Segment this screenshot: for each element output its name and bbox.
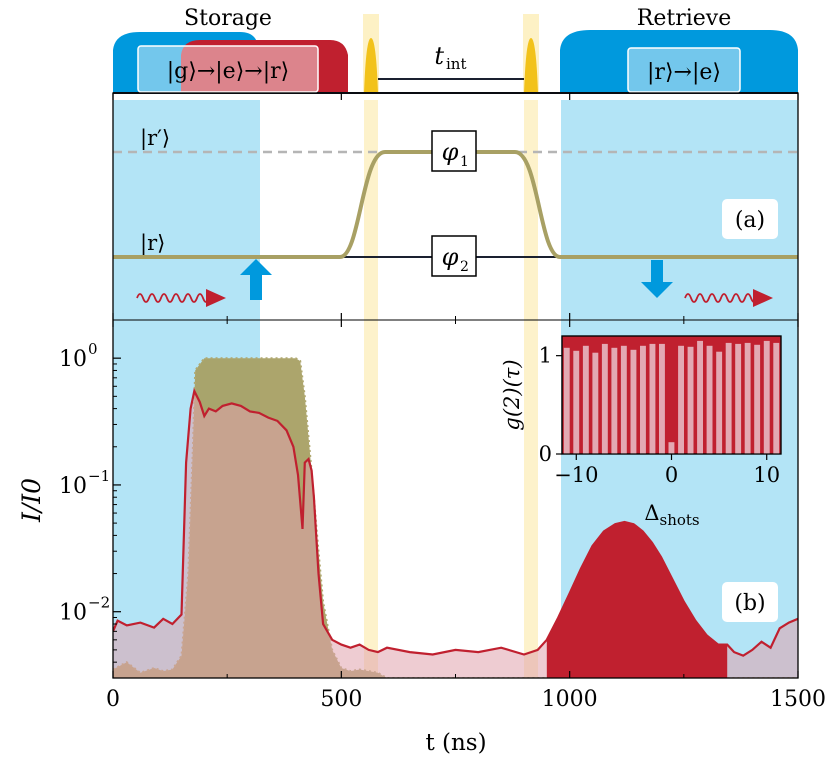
panel-a-pi-band-2	[524, 100, 538, 320]
panel-a: φ 1 φ 2 |r′⟩ |r⟩ (a)	[113, 100, 798, 320]
g2-bar	[582, 345, 589, 454]
x-tick-label: 500	[320, 687, 362, 712]
g2-bar	[678, 345, 684, 454]
y-tick-label: 10	[59, 474, 87, 499]
input-photon-arrowhead	[206, 289, 226, 307]
t-int-label: t	[434, 42, 444, 70]
g2-bar	[649, 343, 656, 454]
g2-bar	[592, 352, 599, 454]
output-photon-wave	[684, 293, 758, 303]
inset-y-axis-label: g(2)(τ)	[500, 359, 524, 430]
retrieve-transition-box	[627, 47, 741, 93]
phi1-label: φ	[442, 138, 459, 166]
y-tick-label: 10	[59, 347, 87, 372]
signal-line	[113, 387, 798, 657]
g2-bar	[706, 345, 713, 454]
g2-bar	[725, 342, 732, 454]
excitation-arrow-up	[240, 259, 272, 300]
storage-red-pulse	[181, 40, 348, 93]
g2-bar	[620, 345, 627, 454]
phi1-box	[431, 130, 477, 172]
g2-bar	[735, 343, 742, 454]
panel-a-label-box	[722, 199, 778, 239]
phi2-box	[431, 235, 477, 277]
panel-b-pi-band-1	[364, 320, 378, 678]
panel-a-pi-band-1	[364, 100, 378, 320]
y-tick-exponent: −1	[88, 467, 110, 485]
g2-bar	[744, 342, 751, 454]
output-photon-arrowhead	[753, 289, 773, 307]
inset-y-tick-label: 0	[539, 442, 552, 466]
inset-x-tick-label: 10	[753, 463, 780, 487]
g2-bar	[659, 343, 665, 454]
r-label: |r⟩	[140, 231, 165, 256]
g2-bar	[630, 349, 637, 454]
t-int-subscript: int	[446, 55, 467, 73]
x-tick-label: 1500	[770, 687, 826, 712]
panel-b: (b)	[113, 320, 798, 678]
panel-a-storage-shade	[113, 100, 260, 320]
storage-transition-box	[137, 45, 319, 93]
storage-title: Storage	[184, 6, 272, 31]
inset-y-tick-label: 1	[539, 344, 552, 368]
g2-bar	[687, 346, 694, 454]
phi1-subscript: 1	[460, 154, 469, 170]
x-tick-label: 0	[106, 687, 120, 712]
g2-bar	[716, 351, 723, 454]
y-tick-exponent: −2	[88, 594, 110, 612]
g2-bar	[697, 340, 703, 454]
retrieved-echo-area	[546, 522, 728, 678]
pi-pulse-2	[524, 38, 538, 93]
g2-bar	[563, 347, 570, 454]
g2-bar	[611, 347, 618, 454]
g2-bar	[601, 343, 608, 454]
inset-x-tick-label: 0	[665, 463, 678, 487]
g2-bar	[773, 342, 780, 454]
retrieve-blue-pulse	[560, 30, 798, 93]
panel-a-label: (a)	[735, 208, 765, 233]
inset-x-tick-label: −10	[554, 463, 598, 487]
reference-dotted-line	[113, 357, 798, 678]
pulse-sequence: |g⟩→|e⟩→|r⟩ |r⟩→|e⟩ Storage Retrieve t i…	[113, 6, 798, 94]
g2-bar	[754, 344, 761, 454]
g2-bar	[668, 442, 675, 454]
retrieve-title: Retrieve	[637, 6, 731, 31]
y-tick-label: 10	[59, 601, 87, 626]
g2-bar	[640, 345, 646, 454]
inset-bars	[563, 340, 780, 455]
r-prime-label: |r′⟩	[140, 126, 170, 151]
input-photon-wave	[136, 293, 210, 303]
g2-bar	[573, 350, 580, 455]
phi2-label: φ	[442, 243, 459, 271]
y-axis-label: I/I0	[17, 478, 46, 523]
g2-bar	[763, 340, 770, 454]
series-layer	[113, 357, 798, 678]
retrieve-transition-label: |r⟩→|e⟩	[647, 60, 721, 85]
storage-transition-label: |g⟩→|e⟩→|r⟩	[167, 59, 289, 84]
phi2-subscript: 2	[460, 259, 469, 275]
panel-b-pi-band-2	[524, 320, 538, 678]
excitation-arrow-down	[641, 260, 673, 298]
x-axis-label: t (ns)	[425, 730, 486, 756]
pi-pulse-1	[364, 38, 378, 93]
x-tick-label: 1000	[542, 687, 598, 712]
panel-b-label-box	[722, 582, 778, 622]
y-tick-exponent: 0	[88, 340, 98, 358]
panel-b-label: (b)	[734, 591, 765, 616]
